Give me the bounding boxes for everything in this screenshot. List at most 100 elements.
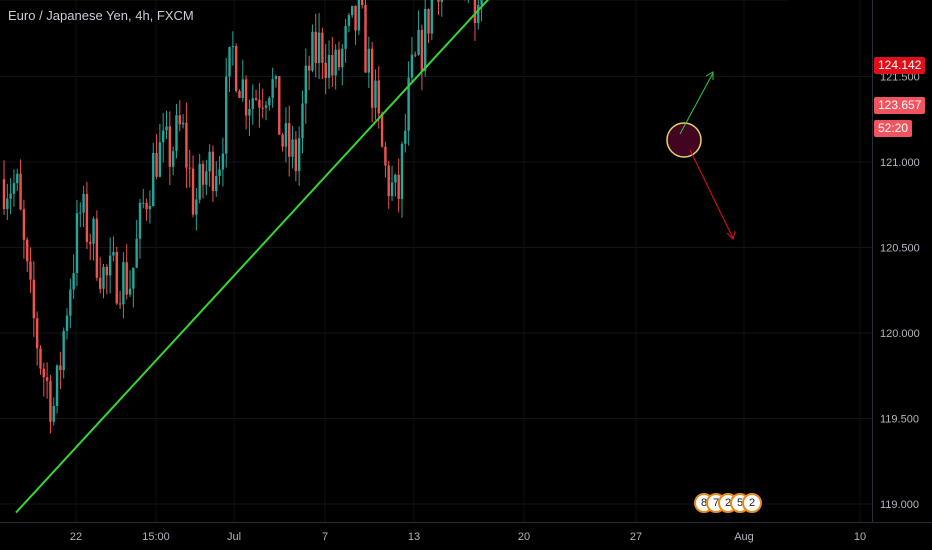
candle-body xyxy=(26,239,29,262)
y-tick-label: 120.000 xyxy=(880,328,920,340)
candle-body xyxy=(414,54,417,56)
candle-body xyxy=(437,0,440,2)
candle-body xyxy=(351,5,354,16)
candle-body xyxy=(288,123,291,157)
candle-body xyxy=(291,139,294,157)
candle-body xyxy=(79,212,82,214)
candle-body xyxy=(264,105,268,108)
candle-body xyxy=(480,0,483,5)
candle-body xyxy=(440,0,443,2)
candle-body xyxy=(420,29,424,71)
candle-body xyxy=(42,368,45,378)
candle-body xyxy=(191,168,195,215)
x-tick-label: Jul xyxy=(227,531,241,543)
candle-body xyxy=(244,79,248,116)
bearish-arrow-head xyxy=(726,230,736,240)
event-badge[interactable]: 2 xyxy=(742,493,762,513)
candle-body xyxy=(105,266,109,276)
candle-body xyxy=(161,130,165,143)
candle-body xyxy=(360,0,364,6)
price-axis-divider xyxy=(872,0,873,522)
candle-body xyxy=(278,76,281,135)
candle-body xyxy=(324,62,327,78)
candle-body xyxy=(341,48,344,68)
candle-body xyxy=(404,130,407,144)
candle-body xyxy=(211,151,215,192)
candle-body xyxy=(337,49,341,68)
candle-body xyxy=(321,32,324,63)
candle-body xyxy=(45,377,49,381)
candle-body xyxy=(198,163,201,200)
candle-body xyxy=(16,173,19,184)
x-tick-label: 15:00 xyxy=(142,531,170,543)
candle-body xyxy=(181,122,185,125)
y-tick-label: 121.500 xyxy=(880,72,920,84)
candle-body xyxy=(35,318,39,349)
candle-body xyxy=(364,5,367,73)
candle-body xyxy=(271,79,274,98)
candle-body xyxy=(261,107,264,109)
candle-body xyxy=(367,48,371,73)
candle-body xyxy=(32,279,36,319)
candle-body xyxy=(82,193,85,213)
candle-body xyxy=(317,32,321,63)
candle-body xyxy=(400,143,404,199)
y-tick-label: 120.500 xyxy=(880,243,920,255)
candle-body xyxy=(473,0,477,24)
candle-body xyxy=(357,0,361,31)
last-price-tag: 123.657 xyxy=(874,97,926,114)
candle-body xyxy=(168,126,172,167)
candle-body xyxy=(6,198,9,210)
candle-body xyxy=(430,0,434,34)
candle-body xyxy=(331,55,334,76)
candle-body xyxy=(171,151,175,167)
candle-body xyxy=(138,202,142,239)
y-tick-label: 121.000 xyxy=(880,157,920,169)
candle-body xyxy=(304,65,308,104)
candle-body xyxy=(195,199,198,215)
candle-body xyxy=(12,183,16,194)
candle-body xyxy=(284,123,288,147)
bearish-arrow xyxy=(689,149,734,239)
x-axis-ticks: 22 15:00 Jul 7 13 20 27 Aug 10 xyxy=(70,531,866,543)
candle-body xyxy=(301,103,304,139)
candle-body xyxy=(145,202,148,210)
candle-body xyxy=(387,165,390,197)
y-tick-label: 119.000 xyxy=(880,499,919,511)
candle-body xyxy=(152,153,155,207)
candle-body xyxy=(215,175,218,192)
y-axis-ticks: 124.500124.000123.500123.000122.500122.0… xyxy=(880,72,920,512)
candle-body xyxy=(268,97,271,106)
candle-body xyxy=(98,277,102,289)
candle-body xyxy=(274,76,278,80)
drawing-overlays xyxy=(0,0,789,514)
candle-body xyxy=(374,80,377,108)
candle-body xyxy=(394,174,397,183)
candle-body xyxy=(9,193,12,199)
x-tick-label: 22 xyxy=(70,531,82,543)
candle-body xyxy=(228,47,231,77)
candle-body xyxy=(188,167,191,169)
candle-body xyxy=(334,49,337,76)
candle-body xyxy=(297,138,301,172)
candle-body xyxy=(231,46,235,48)
candle-body xyxy=(112,251,115,256)
candle-body xyxy=(377,80,380,114)
candle-body xyxy=(258,99,261,108)
candle-body xyxy=(234,46,238,92)
candle-body xyxy=(108,255,112,276)
candle-body xyxy=(49,380,52,422)
candle-body xyxy=(251,98,254,109)
candle-body xyxy=(132,267,135,289)
candle-body xyxy=(417,29,420,55)
candle-body xyxy=(238,91,241,98)
candle-body xyxy=(390,182,394,197)
candle-body xyxy=(205,171,208,185)
decision-circle xyxy=(666,122,702,158)
candle-body xyxy=(118,303,122,305)
candle-body xyxy=(427,9,430,34)
candle-body xyxy=(208,151,211,172)
grid-lines xyxy=(0,0,872,522)
candle-body xyxy=(115,251,118,304)
